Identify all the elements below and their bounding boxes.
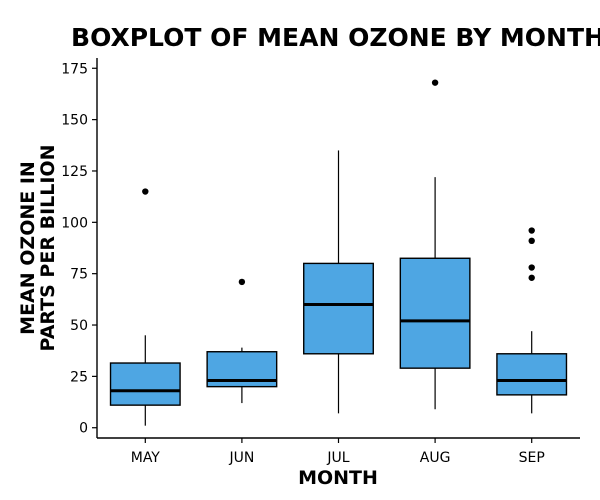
x-tick-label: SEP	[519, 450, 545, 466]
x-tick-label: AUG	[420, 450, 451, 466]
outlier-point-aug	[431, 79, 439, 86]
x-tick-label: JUN	[228, 450, 254, 466]
y-tick-label: 0	[79, 421, 88, 437]
box-sep	[496, 353, 568, 396]
outlier-point-sep	[528, 237, 535, 245]
outlier-point-sep	[528, 227, 535, 234]
y-tick-label: 100	[61, 215, 88, 231]
box-aug	[399, 257, 471, 369]
outlier-point-may	[142, 188, 149, 195]
x-tick-label: JUL	[326, 450, 349, 466]
outlier-point-sep	[528, 274, 535, 281]
y-tick-label: 75	[70, 267, 88, 283]
outlier-point-jun	[238, 278, 246, 286]
y-axis-title: MEAN OZONE IN PARTS PER BILLION	[17, 145, 59, 352]
box-jul	[303, 262, 374, 355]
y-tick-label: 50	[70, 318, 88, 334]
box-may	[109, 362, 181, 406]
y-tick-label: 125	[61, 164, 88, 180]
y-axis-title-line-1: MEAN OZONE IN	[17, 161, 39, 335]
y-tick-label: 150	[61, 113, 88, 129]
plot-area: 0 25 50 75 100 125 150 175 MAY JUN JUL AUG SEP	[61, 58, 580, 466]
outlier-point-sep	[528, 264, 535, 271]
chart-title: BOXPLOT OF MEAN OZONE BY MONTH	[71, 23, 600, 52]
y-tick-label: 25	[70, 369, 88, 385]
y-tick-label: 175	[61, 61, 88, 77]
x-tick-label: MAY	[131, 450, 161, 466]
x-axis-title: MONTH	[298, 467, 378, 489]
y-axis-title-line-2: PARTS PER BILLION	[37, 145, 59, 352]
